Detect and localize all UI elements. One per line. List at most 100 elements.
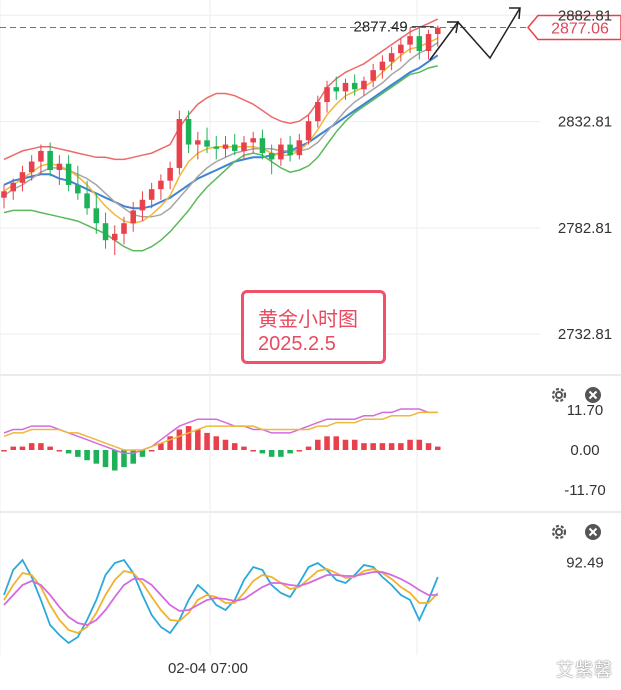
macd-histogram-bar — [139, 450, 146, 457]
candle-body — [204, 140, 210, 147]
oscillator-line — [3, 571, 438, 626]
candle-body — [84, 193, 90, 209]
candle-body — [305, 121, 312, 141]
macd-histogram-bar — [185, 426, 192, 450]
macd-histogram-bar — [10, 446, 16, 450]
macd-settings-gear-icon[interactable] — [549, 385, 569, 405]
candle-body — [268, 153, 275, 160]
macd-dea-line — [3, 411, 438, 451]
macd-histogram-bar — [75, 450, 81, 457]
last-price-label: 2877.06 — [551, 21, 609, 38]
candle-body — [287, 144, 293, 156]
candle-body — [296, 140, 303, 156]
macd-histogram-bar — [241, 446, 247, 450]
macd-histogram-bar — [84, 450, 90, 461]
candle-body — [435, 27, 441, 35]
candle-body — [130, 210, 136, 224]
candle-body — [398, 44, 404, 54]
chart-title: 黄金小时图 — [258, 309, 358, 331]
macd-histogram-bar — [287, 450, 293, 454]
ma-slow-line — [3, 41, 439, 218]
candle-body — [65, 163, 72, 185]
candle-body — [148, 189, 155, 200]
candle-body — [195, 140, 201, 145]
y-axis: 2882.81 2832.81 2782.81 2732.81 11.70 0.00 -11… — [168, 7, 612, 677]
macd-y-tick-label: -11.70 — [564, 482, 605, 499]
candle-body — [324, 87, 330, 103]
oscillator-line — [3, 568, 439, 634]
macd-histogram-bar — [324, 436, 330, 450]
candle-body — [47, 150, 53, 171]
osc-close-icon[interactable] — [583, 522, 603, 542]
candle-body — [379, 61, 386, 71]
candle-body — [176, 119, 183, 168]
forecast-path — [429, 7, 521, 61]
macd-histogram-bar — [305, 446, 312, 450]
macd-histogram-bar — [102, 450, 109, 468]
candle-body — [185, 119, 192, 145]
y-tick-label: 2732.81 — [558, 326, 612, 343]
macd-histogram-bar — [407, 439, 413, 450]
chart-title-box: 黄金小时图 2025.2.5 — [241, 290, 386, 364]
candle-body — [388, 53, 395, 62]
macd-dif-line — [3, 408, 438, 455]
macd-histogram-bar — [361, 443, 367, 450]
macd-histogram-bar — [56, 450, 63, 452]
candle-body — [56, 163, 63, 171]
macd-histogram-bar — [379, 443, 386, 450]
bollinger-mid-line — [3, 54, 439, 210]
macd-histogram-bar — [195, 429, 201, 450]
forecast-arrowhead — [447, 21, 459, 34]
macd-histogram-bar — [38, 443, 44, 450]
macd-histogram-bar — [425, 443, 432, 450]
candle-body — [1, 191, 7, 198]
y-tick-label: 2782.81 — [558, 220, 612, 237]
candle-body — [416, 36, 423, 52]
macd-histogram-bar — [47, 446, 53, 450]
macd-histogram-bar — [398, 443, 404, 450]
candle-body — [28, 161, 35, 173]
macd-histogram-bar — [259, 450, 266, 454]
macd-histogram-bar — [93, 450, 100, 464]
candle-body — [19, 172, 26, 183]
candle-body — [241, 142, 247, 151]
candle-body — [38, 150, 44, 162]
candle-body — [351, 82, 358, 90]
candle-body — [167, 167, 173, 181]
candle-body — [425, 34, 432, 52]
candle-body — [121, 223, 127, 234]
macd-panel[interactable] — [1, 408, 441, 471]
bollinger-lower-line — [3, 65, 438, 252]
candle-body — [222, 144, 229, 149]
candle-body — [75, 184, 81, 194]
price-panel[interactable]: 2877.06 2877.49 — [0, 7, 621, 256]
candle-body — [111, 233, 118, 241]
x-tick-label: 02-04 07:00 — [168, 660, 248, 677]
macd-histogram-bar — [333, 436, 340, 450]
high-marker-label: 2877.49 — [354, 19, 408, 36]
macd-histogram-bar — [250, 450, 256, 452]
macd-histogram-bar — [296, 450, 303, 452]
macd-histogram-bar — [167, 436, 173, 450]
watermark: 艾紫馨 — [556, 660, 613, 680]
macd-histogram-bar — [1, 450, 7, 452]
last-price-tag — [527, 14, 621, 41]
candle-body — [370, 70, 376, 81]
macd-close-icon[interactable] — [583, 385, 603, 405]
forecast-arrowhead — [509, 7, 521, 20]
candle-body — [231, 144, 238, 151]
macd-histogram-bar — [351, 439, 358, 450]
candle-body — [158, 180, 164, 190]
macd-y-tick-label: 11.70 — [567, 402, 603, 419]
macd-histogram-bar — [342, 439, 349, 450]
chart-subtitle: 2025.2.5 — [258, 333, 336, 355]
candle-body — [250, 138, 256, 143]
candle-body — [139, 199, 146, 211]
oscillator-panel[interactable] — [3, 558, 439, 645]
osc-settings-gear-icon[interactable] — [549, 522, 569, 542]
macd-histogram-bar — [19, 446, 26, 450]
macd-histogram-bar — [148, 450, 155, 452]
y-tick-label: 2832.81 — [558, 114, 612, 131]
macd-histogram-bar — [130, 450, 136, 464]
macd-histogram-bar — [278, 450, 284, 457]
